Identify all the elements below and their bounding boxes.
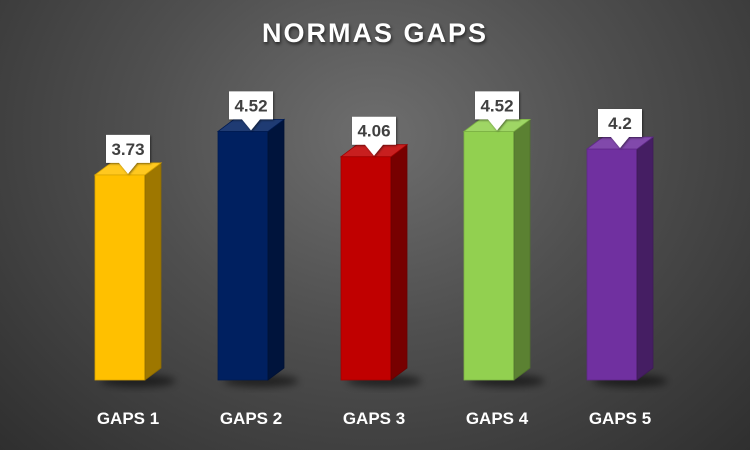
value-label-1: 3.73 (106, 134, 150, 174)
bar-2 (216, 118, 299, 387)
svg-text:4.2: 4.2 (608, 114, 632, 133)
category-label-2: GAPS 2 (220, 409, 282, 428)
value-label-4: 4.52 (475, 91, 519, 131)
svg-text:4.52: 4.52 (234, 96, 267, 115)
bar-3 (339, 143, 422, 387)
category-label-3: GAPS 3 (343, 409, 405, 428)
value-label-2: 4.52 (229, 91, 273, 131)
value-label-3: 4.06 (352, 116, 396, 156)
bar-4 (462, 118, 545, 387)
chart-title: NORMAS GAPS (261, 18, 489, 48)
category-label-5: GAPS 5 (589, 409, 651, 428)
category-label-4: GAPS 4 (466, 409, 529, 428)
bar-1 (93, 162, 176, 387)
svg-text:4.06: 4.06 (357, 122, 390, 141)
value-label-5: 4.2 (598, 109, 642, 148)
svg-text:4.52: 4.52 (480, 96, 513, 115)
bar-5 (585, 136, 668, 387)
svg-text:3.73: 3.73 (111, 140, 144, 159)
category-label-1: GAPS 1 (97, 409, 159, 428)
